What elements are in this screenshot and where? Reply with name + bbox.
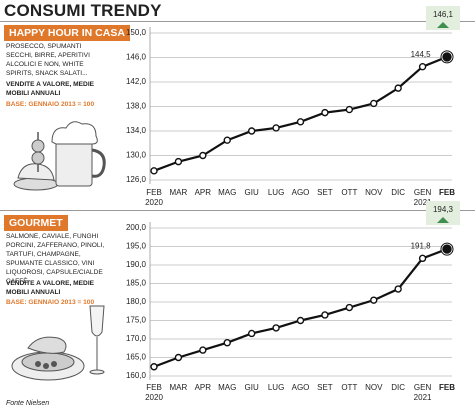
point	[223, 339, 231, 347]
point	[370, 99, 378, 108]
x-tick-label: SET	[317, 383, 333, 392]
x-tick-label: GEN	[414, 383, 432, 392]
x-tick-label: NOV	[365, 188, 383, 197]
y-tick-label: 175,0	[126, 316, 147, 325]
point	[272, 124, 280, 132]
x-tick-label: AGO	[292, 383, 310, 392]
y-tick-label: 165,0	[126, 353, 147, 362]
value-label: 144,5	[411, 50, 432, 59]
x-tick-label: GIU	[245, 188, 259, 197]
point	[418, 62, 427, 71]
x-tick-label: FEB	[146, 383, 162, 392]
point	[394, 285, 402, 293]
value-label: 194,3	[433, 205, 454, 214]
panel-note: VENDITE A VALORE, MEDIE MOBILI ANNUALI	[6, 81, 95, 97]
x-tick-label: DIC	[391, 383, 405, 392]
point	[321, 311, 329, 319]
series-line	[153, 55, 448, 172]
panel-base: BASE: GENNAIO 2013 = 100	[6, 299, 95, 306]
panel-description: SALMONE, CAVIALE, FUNGHI PORCINI, ZAFFER…	[6, 233, 105, 285]
point	[296, 316, 305, 325]
y-tick-label: 126,0	[126, 175, 147, 184]
point	[247, 329, 256, 338]
panel-note: VENDITE A VALORE, MEDIE MOBILI ANNUALI	[6, 280, 95, 296]
y-tick-label: 200,0	[126, 223, 147, 232]
point	[247, 127, 256, 135]
panel-description: PROSECCO, SPUMANTI SECCHI, BIRRE, APERIT…	[6, 43, 90, 77]
x-tick-label: DIC	[391, 188, 405, 197]
point	[394, 84, 402, 92]
x-sub-label: 2021	[414, 393, 432, 402]
y-tick-label: 190,0	[126, 260, 147, 269]
point	[442, 244, 452, 254]
x-tick-label: FEB	[439, 188, 455, 197]
x-tick-label: FEB	[146, 188, 162, 197]
source: Fonte Nielsen	[6, 400, 50, 407]
x-tick-label: MAG	[218, 383, 236, 392]
point	[174, 353, 183, 362]
y-tick-label: 185,0	[126, 279, 147, 288]
point	[370, 296, 378, 304]
y-tick-label: 138,0	[126, 102, 147, 111]
point	[199, 346, 207, 354]
series-line	[153, 248, 448, 368]
gourmet-illustration	[11, 305, 105, 381]
y-tick-label: 180,0	[126, 297, 147, 306]
point	[174, 157, 183, 166]
y-tick-label: 146,0	[126, 53, 147, 62]
y-tick-label: 170,0	[126, 334, 147, 343]
x-tick-label: NOV	[365, 383, 383, 392]
divider	[0, 210, 475, 211]
point	[150, 167, 158, 175]
panel-heading: GOURMET	[4, 215, 68, 231]
x-tick-label: MAR	[170, 188, 188, 197]
x-tick-label: LUG	[268, 383, 284, 392]
x-sub-label: 2020	[145, 393, 163, 402]
y-tick-label: 150,0	[126, 28, 147, 37]
point	[296, 118, 305, 126]
x-tick-label: FEB	[439, 383, 455, 392]
point	[321, 108, 329, 117]
x-tick-label: AGO	[292, 188, 310, 197]
highlight-arrow	[437, 217, 449, 223]
x-sub-label: 2020	[145, 198, 163, 207]
page-title: CONSUMI TRENDY	[4, 1, 162, 20]
point	[418, 254, 427, 263]
y-tick-label: 134,0	[126, 126, 147, 135]
point	[442, 52, 452, 62]
point	[345, 105, 354, 114]
point	[345, 303, 354, 312]
y-tick-label: 130,0	[126, 151, 147, 160]
divider	[0, 21, 475, 22]
panel-base: BASE: GENNAIO 2013 = 100	[6, 101, 95, 108]
x-tick-label: APR	[195, 188, 212, 197]
x-tick-label: SET	[317, 188, 333, 197]
y-tick-label: 160,0	[126, 371, 147, 380]
value-label: 191,8	[411, 241, 432, 250]
point	[199, 151, 207, 160]
x-tick-label: GEN	[414, 188, 432, 197]
x-tick-label: OTT	[341, 188, 357, 197]
y-tick-label: 142,0	[126, 77, 147, 86]
point	[150, 363, 158, 371]
x-tick-label: GIU	[245, 383, 259, 392]
x-sub-label: 2021	[414, 198, 432, 207]
beer-illustration	[13, 121, 106, 191]
x-tick-label: APR	[195, 383, 212, 392]
point	[272, 324, 280, 332]
point	[223, 136, 231, 144]
y-tick-label: 195,0	[126, 242, 147, 251]
x-tick-label: MAR	[170, 383, 188, 392]
highlight-arrow	[437, 22, 449, 28]
x-tick-label: LUG	[268, 188, 284, 197]
x-tick-label: MAG	[218, 188, 236, 197]
x-tick-label: OTT	[341, 383, 357, 392]
value-label: 146,1	[433, 10, 454, 19]
panel-heading: HAPPY HOUR IN CASA	[4, 25, 130, 41]
